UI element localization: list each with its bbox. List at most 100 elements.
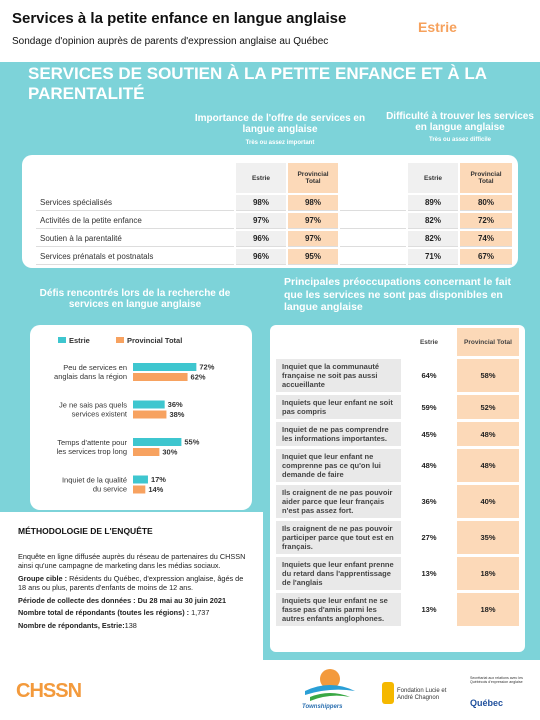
column-header: Provincial Total bbox=[457, 328, 519, 356]
row: Ils craignent de ne pas pouvoir particip… bbox=[276, 521, 519, 554]
gap bbox=[340, 213, 406, 229]
cell-value: 64% bbox=[421, 371, 437, 380]
logo-wave bbox=[305, 685, 355, 695]
gap bbox=[340, 249, 406, 265]
category-line: Je ne sais pas quels bbox=[59, 401, 127, 410]
corner bbox=[276, 328, 401, 356]
quebec-logo: Québec bbox=[470, 698, 504, 708]
cell-value: 98% bbox=[236, 195, 286, 211]
cell-value: 82% bbox=[408, 213, 458, 229]
cell-value: 48% bbox=[421, 461, 437, 470]
logo-wave bbox=[310, 693, 350, 701]
chart-title: Défis rencontrés lors de la recherche de… bbox=[39, 288, 231, 310]
chagnon-logo: Fondation Lucie et André Chagnon bbox=[397, 688, 447, 702]
cell-value: 89% bbox=[408, 195, 458, 211]
row: Inquiet que leur enfant ne comprenne pas… bbox=[276, 449, 519, 482]
cell-value: 97% bbox=[288, 213, 338, 229]
row: Inquiets que leur enfant prenne du retar… bbox=[276, 557, 519, 590]
importance-subheading: Très ou assez important bbox=[245, 140, 315, 146]
category-line: du service bbox=[93, 485, 127, 494]
cell-value: 71% bbox=[408, 249, 458, 265]
row: Soutien à la parentalité 96% 97% 82% 74% bbox=[36, 231, 512, 247]
methodology-panel: MÉTHODOLOGIE DE L'ENQUÊTE Enquête en lig… bbox=[0, 512, 263, 660]
value-label: 14% bbox=[148, 485, 163, 494]
row-label: Inquiets que leur enfant prenne du retar… bbox=[276, 557, 401, 590]
bar bbox=[133, 438, 182, 446]
cell-value: 48% bbox=[457, 449, 519, 482]
chart: Estrie Provincial Total Peu de services en… bbox=[54, 336, 215, 494]
chart-card: Estrie Provincial Total Peu de services en… bbox=[30, 325, 252, 510]
column-header: Provincial Total bbox=[460, 163, 512, 193]
cell-value: 40% bbox=[457, 485, 519, 518]
row-label: Services prénatals et postnatals bbox=[36, 249, 234, 265]
banner: SERVICES DE SOUTIEN À LA PETITE ENFANCE … bbox=[28, 64, 487, 103]
difficulty-subheading: Très ou assez difficile bbox=[428, 137, 492, 143]
logo-sun bbox=[320, 669, 340, 689]
period: Période de collecte des données : Du 28 … bbox=[18, 595, 227, 605]
target-text: Résidents du Québec, d'expression anglai… bbox=[18, 573, 244, 593]
cell-value: 74% bbox=[460, 231, 512, 247]
bar bbox=[133, 410, 167, 419]
legend-swatch bbox=[116, 337, 124, 343]
bar bbox=[133, 485, 146, 494]
region: Estrie bbox=[418, 19, 457, 35]
bar bbox=[133, 448, 160, 456]
townshippers-logo: Townshippers bbox=[302, 704, 343, 710]
header-row: Estrie Provincial Total Estrie Provincial T… bbox=[36, 163, 512, 193]
target: Groupe cible : Résidents du Québec, d'ex… bbox=[18, 574, 253, 593]
row-label: Inquiets que leur enfant ne se fasse pas… bbox=[276, 593, 401, 626]
cell-value: 52% bbox=[457, 395, 519, 419]
row-label: Ils craignent de ne pas pouvoir aider pa… bbox=[276, 485, 401, 518]
concerns-card: Estrie Provincial Total Inquiet que la com… bbox=[270, 325, 525, 652]
cell-value: 95% bbox=[288, 249, 338, 265]
row-label: Inquiets que leur enfant ne soit pas com… bbox=[276, 395, 401, 419]
bar bbox=[133, 400, 165, 409]
cell-value: 13% bbox=[421, 605, 437, 614]
cell-value: 98% bbox=[288, 195, 338, 211]
value-label: 36% bbox=[168, 400, 183, 409]
row-label: Services spécialisés bbox=[36, 195, 234, 211]
category-line: services existent bbox=[72, 410, 128, 419]
cell-value: 13% bbox=[421, 569, 437, 578]
estrie-label: Nombre de répondants, Estrie: bbox=[18, 620, 125, 630]
cell-value: 59% bbox=[421, 402, 437, 412]
category-line: Inquiet de la qualité bbox=[62, 476, 127, 485]
category-label: Inquiet de la qualité du service bbox=[62, 476, 127, 494]
chssn-logo: CHSSN bbox=[16, 680, 82, 702]
description: Enquête en ligne diffusée auprès du rése… bbox=[18, 552, 246, 571]
category-label: Peu de services en anglais dans la région bbox=[54, 363, 127, 381]
bar bbox=[133, 363, 197, 371]
category-label: Temps d'attente pour les services trop lo… bbox=[57, 438, 128, 456]
row: Inquiets que leur enfant ne se fasse pas… bbox=[276, 593, 519, 626]
cell-value: 80% bbox=[460, 195, 512, 211]
estrie-count: Nombre de répondants, Estrie:138 bbox=[18, 621, 253, 630]
legend-label: Estrie bbox=[69, 336, 90, 345]
row-label: Activités de la petite enfance bbox=[36, 213, 234, 229]
quebec-note: Secrétariat aux relations avec les Québé… bbox=[470, 676, 523, 685]
row-label: Soutien à la parentalité bbox=[36, 231, 234, 247]
target-label: Groupe cible : bbox=[18, 573, 68, 583]
concerns-table: Estrie Provincial Total Inquiet que la com… bbox=[276, 325, 519, 629]
townshippers-icon bbox=[305, 669, 355, 701]
cell-value: 35% bbox=[457, 521, 519, 554]
row: Inquiet de ne pas comprendre les informa… bbox=[276, 422, 519, 446]
row-label: Inquiet que leur enfant ne comprenne pas… bbox=[276, 449, 401, 482]
cell-value: 67% bbox=[460, 249, 512, 265]
row: Inquiets que leur enfant ne soit pas com… bbox=[276, 395, 519, 419]
difficulty-heading: Difficulté à trouver les services en lan… bbox=[386, 111, 534, 133]
row-label: Inquiet de ne pas comprendre les informa… bbox=[276, 422, 401, 446]
chagnon-icon bbox=[382, 682, 394, 704]
value-label: 38% bbox=[169, 410, 184, 419]
value-label: 62% bbox=[191, 373, 206, 382]
cell-value: 96% bbox=[236, 249, 286, 265]
legend-label: Provincial Total bbox=[127, 336, 182, 345]
column-header: Estrie bbox=[419, 338, 439, 346]
methodology-text: Enquête en ligne diffusée auprès du rése… bbox=[18, 552, 253, 630]
importance-heading: Importance de l'offre de services en lan… bbox=[194, 113, 366, 135]
corner bbox=[36, 163, 234, 193]
column-header: Provincial Total bbox=[288, 163, 338, 193]
value-label: 30% bbox=[162, 448, 177, 457]
value-label: 55% bbox=[184, 438, 199, 447]
